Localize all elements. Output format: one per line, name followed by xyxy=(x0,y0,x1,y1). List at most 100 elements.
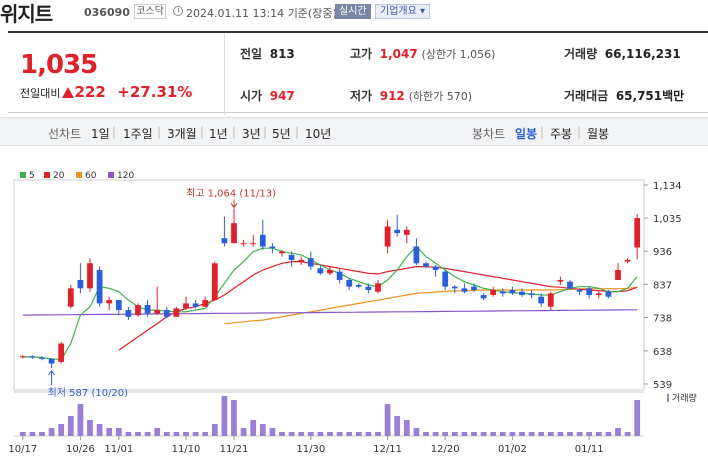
volume-bar xyxy=(557,432,564,436)
volume-bar xyxy=(163,432,170,436)
volume-bar xyxy=(48,428,55,436)
x-tick-label: 10/17 xyxy=(8,444,37,455)
candle-body xyxy=(77,279,84,289)
candle-body xyxy=(605,291,612,297)
high-price: 고가 1,047 (상한가 1,056) xyxy=(350,45,495,62)
candle-body xyxy=(96,269,103,304)
volume-bar xyxy=(595,432,602,436)
candle-body xyxy=(576,290,583,292)
separator: | xyxy=(232,125,237,139)
volume-bar xyxy=(327,432,333,436)
volume-bar xyxy=(451,432,458,436)
volume-bar xyxy=(384,404,391,436)
legend-swatch xyxy=(108,172,114,178)
high-arrow-head xyxy=(230,203,238,209)
change-percent: +27.31% xyxy=(117,83,193,101)
low-label: 저가 xyxy=(350,89,373,103)
volume-bar xyxy=(154,428,161,436)
x-tick-label: 11/21 xyxy=(220,444,249,455)
datetime-basis: 기준(장중) xyxy=(287,7,337,20)
candle-body xyxy=(538,296,545,304)
volume-bar xyxy=(538,432,545,436)
volume-bar xyxy=(173,432,180,436)
candle-body xyxy=(183,303,189,309)
volume-bar xyxy=(259,424,266,436)
candle-monthly[interactable]: 월봉 xyxy=(587,127,610,141)
candle-body xyxy=(413,246,420,264)
period-3m[interactable]: 3개월 xyxy=(167,127,197,141)
candle-body xyxy=(58,343,65,362)
ma120-line xyxy=(22,309,638,316)
volume-bar xyxy=(115,428,122,436)
period-3y[interactable]: 3년 xyxy=(242,127,261,141)
period-1w[interactable]: 1주일 xyxy=(123,127,153,141)
volume-bar xyxy=(490,432,497,436)
prev-close-value: 813 xyxy=(269,47,295,61)
high-value: 1,047 xyxy=(379,47,418,61)
y-tick-label: 738 xyxy=(653,313,672,324)
volume-bar xyxy=(586,432,593,436)
x-tick-label: 11/30 xyxy=(296,444,325,455)
volume-bar xyxy=(413,428,420,436)
candle-body xyxy=(192,303,199,307)
volume-bar xyxy=(634,400,641,436)
x-tick-label: 01/11 xyxy=(575,444,604,455)
period-1d[interactable]: 1일 xyxy=(91,127,110,141)
candle-weekly[interactable]: 주봉 xyxy=(550,127,573,141)
candle-body xyxy=(384,226,391,247)
x-tick-label: 10/26 xyxy=(66,444,95,455)
volume-bar xyxy=(346,432,353,436)
candle-daily[interactable]: 일봉 xyxy=(515,127,538,141)
volume-bar xyxy=(87,420,93,436)
open-price: 시가 947 xyxy=(240,87,295,104)
candle-body xyxy=(471,286,477,291)
y-tick-label: 837 xyxy=(653,280,672,291)
candle-body xyxy=(346,279,353,287)
candle-body xyxy=(480,295,487,299)
candle-body xyxy=(567,281,573,289)
separator: | xyxy=(157,125,162,139)
high-annotation: 최고 1,064 (11/13) xyxy=(186,187,276,199)
legend-swatch xyxy=(20,172,26,178)
open-value: 947 xyxy=(269,89,295,103)
volume-bar xyxy=(423,432,429,436)
candle-body xyxy=(461,288,468,292)
low-price: 저가 912 (하한가 570) xyxy=(350,87,472,104)
prev-close-label: 전일 xyxy=(240,47,263,61)
volume-bar xyxy=(231,400,237,436)
period-5y[interactable]: 5년 xyxy=(272,127,291,141)
period-1y[interactable]: 1년 xyxy=(209,127,228,141)
open-label: 시가 xyxy=(240,89,263,103)
separator: | xyxy=(112,125,117,139)
candle-body xyxy=(528,293,535,296)
candle-body xyxy=(106,300,113,304)
candle-body xyxy=(173,308,180,317)
line-chart-label: 선차트 xyxy=(48,127,82,141)
volume-bar xyxy=(211,424,218,436)
volume-bar xyxy=(144,432,151,436)
volume-bar xyxy=(317,432,324,436)
candle-body xyxy=(163,310,170,317)
period-10y[interactable]: 10년 xyxy=(305,127,332,141)
separator: | xyxy=(200,125,205,139)
volume-bar xyxy=(547,432,554,436)
candle-body xyxy=(259,234,266,247)
candle-body xyxy=(288,254,295,260)
volume-bar xyxy=(135,432,141,436)
candle-body xyxy=(202,300,209,307)
volume-bar xyxy=(624,432,631,436)
y-tick-label: 1,134 xyxy=(653,181,682,192)
realtime-button[interactable]: 실시간 xyxy=(335,4,371,19)
volume-legend-label: 거래량 xyxy=(672,392,697,404)
candle-body xyxy=(135,305,141,316)
volume-bar xyxy=(202,432,209,436)
price-change: 전일대비 222 +27.31% xyxy=(20,83,192,101)
candle-body xyxy=(519,291,525,296)
y-tick-label: 936 xyxy=(653,247,672,258)
volume-bar xyxy=(336,432,343,436)
volume-bar xyxy=(279,432,285,436)
candle-chart-label: 봉차트 xyxy=(472,127,506,141)
overview-dropdown[interactable]: 기업개요 ▾ xyxy=(375,4,431,19)
candle-body xyxy=(615,269,621,280)
candle-body xyxy=(499,291,506,294)
